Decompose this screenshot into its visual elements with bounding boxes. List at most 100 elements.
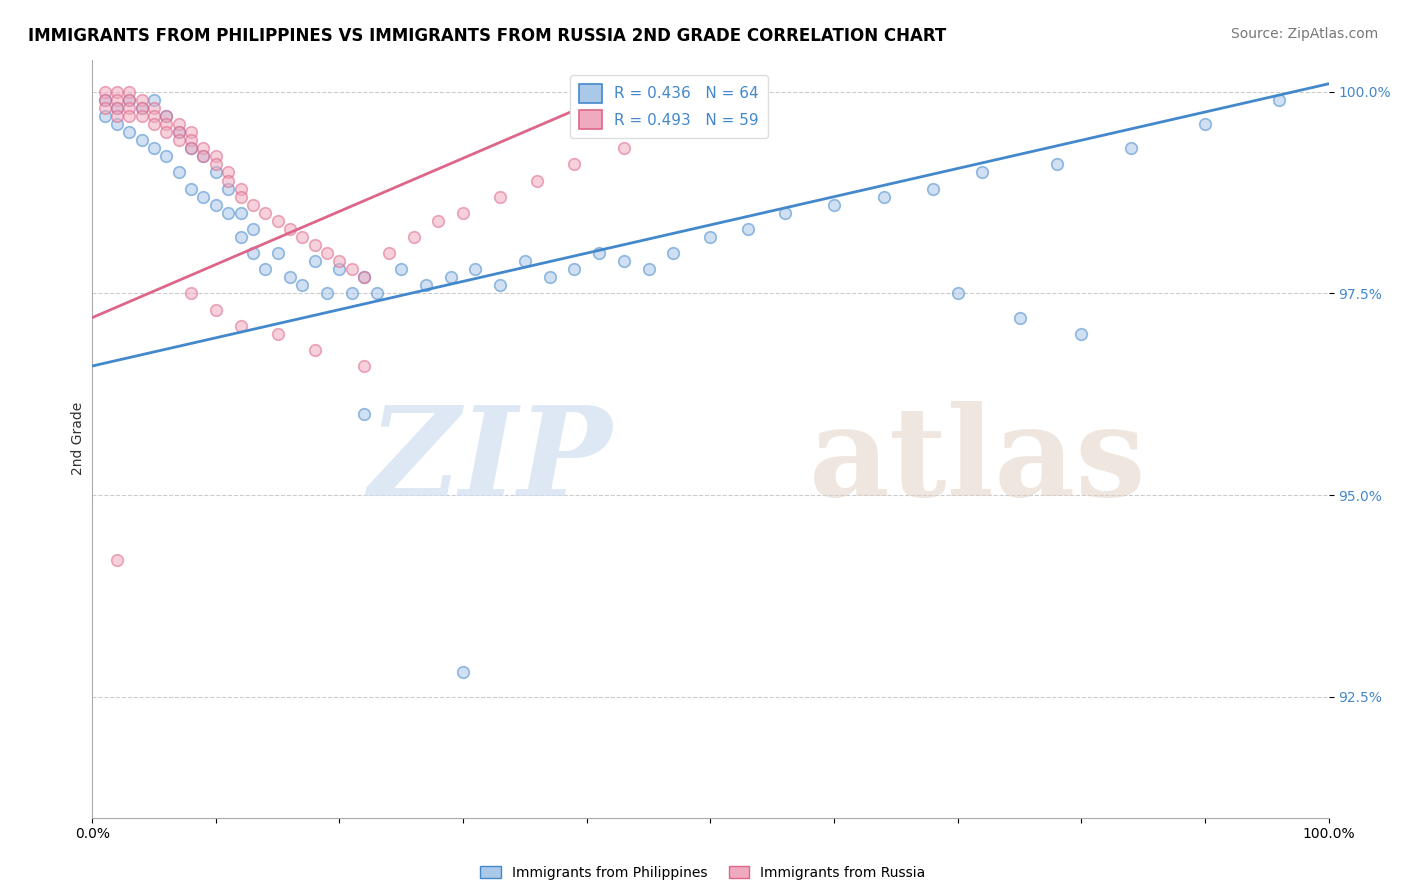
Point: [155, 109, 177, 123]
Point: [143, 109, 166, 123]
Point: [118, 93, 141, 107]
Point: [193, 189, 215, 203]
Point: [662, 246, 685, 260]
Point: [451, 206, 474, 220]
Point: [366, 286, 388, 301]
Point: [229, 189, 252, 203]
Point: [353, 270, 375, 285]
Point: [242, 222, 264, 236]
Point: [217, 181, 239, 195]
Point: [229, 206, 252, 220]
Point: [118, 109, 141, 123]
Point: [316, 246, 339, 260]
Point: [266, 246, 288, 260]
Point: [105, 117, 128, 131]
Point: [229, 230, 252, 244]
Point: [143, 117, 166, 131]
Point: [451, 665, 474, 680]
Point: [180, 133, 202, 147]
Point: [340, 286, 363, 301]
Point: [93, 93, 115, 107]
Point: [105, 101, 128, 115]
Point: [217, 173, 239, 187]
Point: [254, 262, 277, 277]
Point: [378, 246, 401, 260]
Point: [105, 85, 128, 99]
Point: [291, 278, 314, 293]
Point: [946, 286, 969, 301]
Point: [613, 254, 636, 268]
Point: [526, 173, 548, 187]
Point: [155, 109, 177, 123]
Point: [180, 141, 202, 155]
Point: [304, 238, 326, 252]
Point: [588, 246, 610, 260]
Point: [564, 157, 586, 171]
Point: [737, 222, 759, 236]
Legend: Immigrants from Philippines, Immigrants from Russia: Immigrants from Philippines, Immigrants …: [475, 860, 931, 885]
Point: [229, 181, 252, 195]
Point: [155, 149, 177, 163]
Point: [105, 109, 128, 123]
Point: [538, 270, 561, 285]
Point: [155, 125, 177, 139]
Point: [278, 270, 301, 285]
Text: ZIP: ZIP: [368, 401, 612, 522]
Point: [353, 359, 375, 373]
Point: [217, 165, 239, 179]
Point: [637, 262, 659, 277]
Point: [118, 93, 141, 107]
Point: [193, 149, 215, 163]
Point: [205, 149, 228, 163]
Point: [1268, 93, 1291, 107]
Point: [699, 230, 721, 244]
Point: [229, 318, 252, 333]
Point: [278, 222, 301, 236]
Point: [464, 262, 486, 277]
Point: [427, 214, 450, 228]
Point: [304, 254, 326, 268]
Point: [205, 157, 228, 171]
Point: [489, 189, 512, 203]
Point: [105, 552, 128, 566]
Point: [167, 125, 190, 139]
Point: [402, 230, 425, 244]
Point: [205, 198, 228, 212]
Point: [972, 165, 994, 179]
Point: [93, 109, 115, 123]
Point: [316, 286, 339, 301]
Point: [328, 254, 350, 268]
Point: [131, 93, 153, 107]
Point: [922, 181, 945, 195]
Point: [513, 254, 536, 268]
Point: [823, 198, 845, 212]
Point: [93, 101, 115, 115]
Point: [242, 246, 264, 260]
Point: [118, 85, 141, 99]
Point: [266, 214, 288, 228]
Point: [340, 262, 363, 277]
Point: [353, 270, 375, 285]
Point: [93, 93, 115, 107]
Point: [564, 262, 586, 277]
Point: [167, 125, 190, 139]
Point: [1070, 326, 1092, 341]
Point: [118, 125, 141, 139]
Point: [167, 117, 190, 131]
Point: [131, 133, 153, 147]
Point: [489, 278, 512, 293]
Point: [105, 101, 128, 115]
Point: [328, 262, 350, 277]
Point: [242, 198, 264, 212]
Point: [131, 101, 153, 115]
Text: Source: ZipAtlas.com: Source: ZipAtlas.com: [1230, 27, 1378, 41]
Point: [1119, 141, 1142, 155]
Point: [353, 408, 375, 422]
Legend: R = 0.436   N = 64, R = 0.493   N = 59: R = 0.436 N = 64, R = 0.493 N = 59: [569, 75, 768, 138]
Point: [205, 302, 228, 317]
Point: [193, 149, 215, 163]
Text: atlas: atlas: [810, 401, 1147, 522]
Point: [193, 141, 215, 155]
Y-axis label: 2nd Grade: 2nd Grade: [72, 402, 86, 475]
Point: [205, 165, 228, 179]
